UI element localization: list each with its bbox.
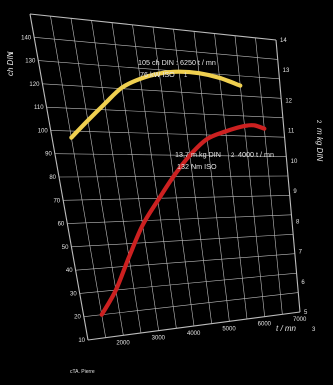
x-tick-label: 4000 [187, 331, 201, 337]
x-tick-label: 6000 [258, 322, 272, 328]
right-tick-label: 11 [288, 129, 295, 135]
power-annotation-marker: 1 [184, 73, 188, 79]
left-tick-label: 70 [53, 198, 60, 204]
grid-line-horizontal [75, 253, 295, 271]
left-tick-label: 40 [66, 268, 73, 274]
left-tick-label: 80 [49, 175, 56, 181]
x-tick-labels: 2000 3000 4000 5000 6000 7000 [116, 317, 307, 346]
grid-line-horizontal [79, 272, 297, 294]
left-tick-label: 130 [25, 59, 36, 65]
grid-line-horizontal [34, 36, 278, 60]
x-axis-marker: 3 [312, 327, 316, 333]
right-tick-label: 8 [296, 219, 300, 225]
grid-line-horizontal [46, 106, 283, 119]
torque-annotation: 13,7 m.kg DIN 2 4000 t / mn 132 Nm ISO [175, 150, 274, 171]
left-axis-label: ch DIN [6, 51, 15, 76]
x-tick-label: 3000 [152, 336, 166, 342]
grid-line-horizontal [42, 83, 282, 99]
x-axis-label: t / mn [276, 324, 297, 333]
right-tick-label: 6 [301, 280, 305, 286]
left-axis-marker: 1 [9, 51, 15, 55]
grid-line-horizontal [87, 311, 301, 341]
torque-annotation-line2: 132 Nm ISO [177, 162, 217, 171]
power-annotation-line2: 76 kW ISO [140, 70, 175, 79]
grid-line-horizontal [67, 214, 292, 224]
right-axis-label: m kg DIN [315, 128, 324, 162]
left-tick-label: 50 [62, 245, 69, 251]
right-tick-label: 14 [280, 38, 287, 44]
left-tick-label: 20 [74, 315, 81, 321]
credit-text: cTA. Pierre [70, 369, 95, 375]
power-annotation: 105 ch DIN : 6250 t / mn 76 kW ISO 1 [138, 58, 216, 79]
left-tick-label: 30 [70, 291, 77, 297]
torque-annotation-marker: 2 [231, 153, 235, 159]
left-tick-label: 90 [45, 152, 52, 158]
left-tick-label: 140 [21, 35, 32, 41]
left-axis-tick-labels: 10 20 30 40 50 60 70 80 90 100 110 120 130 140 [21, 35, 86, 344]
left-tick-label: 100 [38, 128, 49, 134]
series-lines [69, 69, 267, 317]
right-tick-label: 9 [293, 189, 297, 195]
right-tick-label: 10 [291, 159, 298, 165]
right-tick-label: 5 [304, 310, 308, 316]
left-tick-label: 110 [34, 105, 44, 111]
torque-curve [69, 69, 243, 140]
grid-line-horizontal [71, 233, 294, 248]
grid-line-horizontal [38, 60, 280, 80]
x-tick-label: 5000 [222, 326, 236, 332]
right-tick-label: 13 [283, 68, 290, 74]
x-tick-label: 7000 [293, 317, 307, 323]
grid-line-horizontal [50, 130, 285, 138]
grid [29, 13, 301, 341]
left-tick-label: 120 [29, 82, 40, 88]
grid-line-horizontal [63, 195, 290, 201]
grid-line-horizontal [83, 292, 299, 318]
x-tick-label: 2000 [116, 340, 130, 346]
grid-line-horizontal [29, 13, 277, 41]
right-tick-label: 12 [285, 98, 292, 104]
torque-annotation-line1: 13,7 m.kg DIN [175, 150, 221, 159]
left-tick-label: 60 [58, 222, 65, 228]
left-tick-label: 10 [78, 338, 85, 344]
power-annotation-line1: 105 ch DIN : 6250 t / mn [138, 58, 216, 67]
right-axis-tick-labels: 5 6 7 8 9 10 11 12 13 14 [280, 38, 308, 316]
torque-annotation-line1b: 4000 t / mn [238, 150, 274, 159]
grid-line-horizontal [54, 153, 287, 157]
right-tick-label: 7 [299, 250, 303, 256]
power-curve [99, 122, 267, 317]
right-axis-marker: 2 [315, 120, 321, 124]
